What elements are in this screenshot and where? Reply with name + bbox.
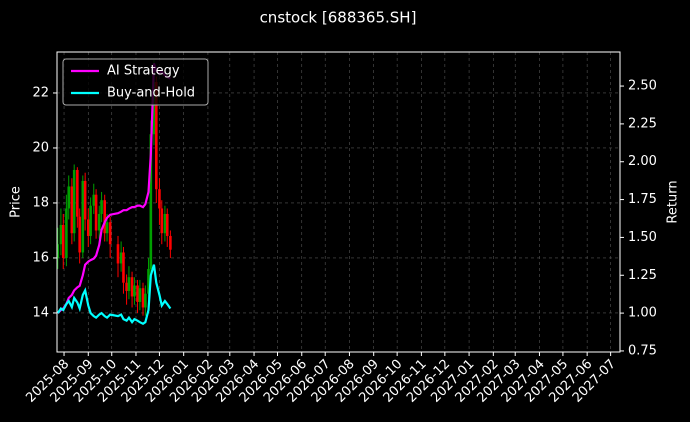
candle-body: [56, 244, 60, 258]
candle-body: [105, 222, 109, 234]
y-tick-label: 14: [32, 305, 49, 320]
candle-body: [141, 288, 145, 308]
y-tick-label: 16: [32, 250, 49, 265]
candle-body: [65, 208, 68, 258]
candle-body: [136, 285, 139, 302]
candle-body: [130, 277, 134, 297]
line-series: [57, 63, 171, 314]
y2-tick-label: 1.75: [628, 192, 657, 207]
y2-axis-label: Return: [666, 180, 681, 223]
chart-title: cnstock [688365.SH]: [260, 9, 417, 27]
candle-body: [160, 208, 164, 234]
candle-body: [119, 252, 123, 264]
y-tick-label: 18: [32, 195, 49, 210]
candle-body: [100, 200, 103, 214]
y2-tick-label: 1.25: [628, 268, 657, 283]
candle-body: [127, 277, 131, 291]
y2-tick-label: 2.50: [628, 79, 657, 94]
candle-body: [72, 169, 76, 234]
candle-body: [163, 213, 167, 234]
candle-body: [89, 205, 92, 236]
line-series: [56, 264, 172, 325]
candle-body: [125, 282, 128, 291]
y-axis-label: Price: [9, 186, 24, 218]
candle-body: [94, 194, 98, 231]
candle-body: [86, 219, 90, 236]
legend-box: [62, 58, 209, 106]
candle-body: [122, 252, 125, 283]
candle-body: [144, 293, 147, 308]
legend-label: Buy-and-Hold: [107, 86, 195, 101]
candle-body: [103, 200, 106, 234]
candle-body: [169, 235, 172, 250]
candle-body: [116, 244, 120, 264]
y2-tick-label: 2.00: [628, 154, 657, 169]
candle-body: [81, 180, 85, 253]
candle-body: [70, 186, 74, 234]
candle-body: [61, 224, 65, 258]
candle-body: [83, 180, 87, 220]
candle-body: [78, 216, 81, 253]
candle-body: [147, 268, 150, 294]
candle-body: [97, 213, 101, 231]
candle-body: [59, 224, 63, 245]
candle-body: [67, 186, 71, 209]
candle-body: [152, 81, 156, 135]
y2-tick-label: 1.50: [628, 230, 657, 245]
y-tick-label: 22: [32, 85, 49, 100]
candle-body: [76, 169, 79, 217]
y2-tick-label: 1.00: [628, 306, 657, 321]
candle-body: [155, 81, 158, 190]
candle-body: [138, 288, 142, 302]
y2-tick-label: 0.75: [628, 343, 657, 358]
axes-frame: [56, 51, 621, 353]
legend-label: AI Strategy: [107, 64, 180, 79]
y-tick-label: 20: [32, 140, 49, 155]
candle-body: [165, 213, 169, 236]
y2-tick-label: 2.25: [628, 116, 657, 131]
candle-body: [133, 285, 136, 297]
candle-body: [158, 189, 161, 209]
candle-body: [108, 222, 112, 245]
candle-body: [92, 194, 96, 206]
candle-body: [149, 134, 153, 269]
